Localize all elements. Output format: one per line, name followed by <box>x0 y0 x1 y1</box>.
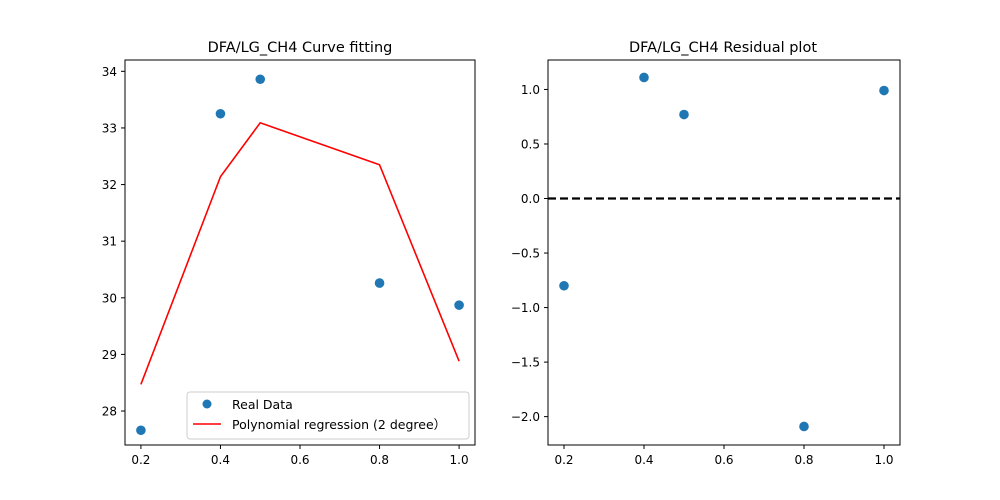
y-tick-label: 1.0 <box>521 83 540 97</box>
y-tick-label: 34 <box>102 65 117 79</box>
x-axis-ticks: 0.2 0.4 0.6 0.8 1.0 <box>131 445 469 467</box>
x-tick-label: 0.6 <box>290 453 309 467</box>
plot-marks <box>548 72 900 432</box>
y-tick-label: 29 <box>102 348 117 362</box>
legend-label-real-data: Real Data <box>232 397 293 412</box>
x-tick-label: 0.4 <box>634 453 653 467</box>
y-axis-ticks: 1.0 0.5 0.0 −0.5 −1.0 −1.5 −2.0 <box>511 83 548 424</box>
x-tick-label: 0.8 <box>794 453 813 467</box>
y-tick-label: 0.0 <box>521 192 540 206</box>
y-tick-label: 0.5 <box>521 137 540 151</box>
data-point <box>255 74 266 85</box>
legend: Real Data Polynomial regression (2 degre… <box>186 391 470 440</box>
legend-label-regression: Polynomial regression (2 degree） <box>232 417 446 432</box>
data-point <box>799 421 809 432</box>
y-tick-label: −1.0 <box>511 301 540 315</box>
y-axis-ticks: 28 29 30 31 32 33 34 <box>102 65 125 419</box>
plot-title: DFA/LG_CH4 Curve fitting <box>208 40 393 56</box>
data-point <box>374 278 385 288</box>
x-tick-label: 0.2 <box>131 453 150 467</box>
legend-box <box>186 391 470 440</box>
y-tick-label: 33 <box>102 121 117 135</box>
data-point <box>639 72 649 83</box>
data-point <box>215 108 226 119</box>
y-tick-label: −0.5 <box>511 247 540 261</box>
y-tick-label: −2.0 <box>511 410 540 424</box>
data-point <box>454 300 464 310</box>
x-tick-label: 0.8 <box>370 453 389 467</box>
x-tick-label: 1.0 <box>874 453 893 467</box>
data-point <box>679 109 689 120</box>
x-tick-label: 0.6 <box>714 453 733 467</box>
x-tick-label: 1.0 <box>450 453 469 467</box>
y-tick-label: 28 <box>102 405 117 419</box>
data-point <box>559 280 569 291</box>
y-tick-label: 30 <box>102 291 117 305</box>
data-point <box>879 85 889 96</box>
plot-marks <box>136 74 464 436</box>
x-tick-label: 0.2 <box>554 453 573 467</box>
x-tick-label: 0.4 <box>211 453 230 467</box>
y-tick-label: 32 <box>102 178 117 192</box>
x-axis-ticks: 0.2 0.4 0.6 0.8 1.0 <box>554 445 894 467</box>
y-tick-label: −1.5 <box>511 356 540 370</box>
regression-line <box>140 121 460 385</box>
residual-plot: DFA/LG_CH4 Residual plot 0.2 0.4 0.6 0.8 1.0… <box>511 40 901 467</box>
y-tick-label: 31 <box>102 235 117 249</box>
data-point <box>136 425 146 436</box>
curve-fitting-plot: DFA/LG_CH4 Curve fitting 0.2 0.4 0.6 0.8 1.0… <box>102 40 476 467</box>
legend-marker-real-data <box>202 399 212 409</box>
plot-title: DFA/LG_CH4 Residual plot <box>629 40 817 56</box>
